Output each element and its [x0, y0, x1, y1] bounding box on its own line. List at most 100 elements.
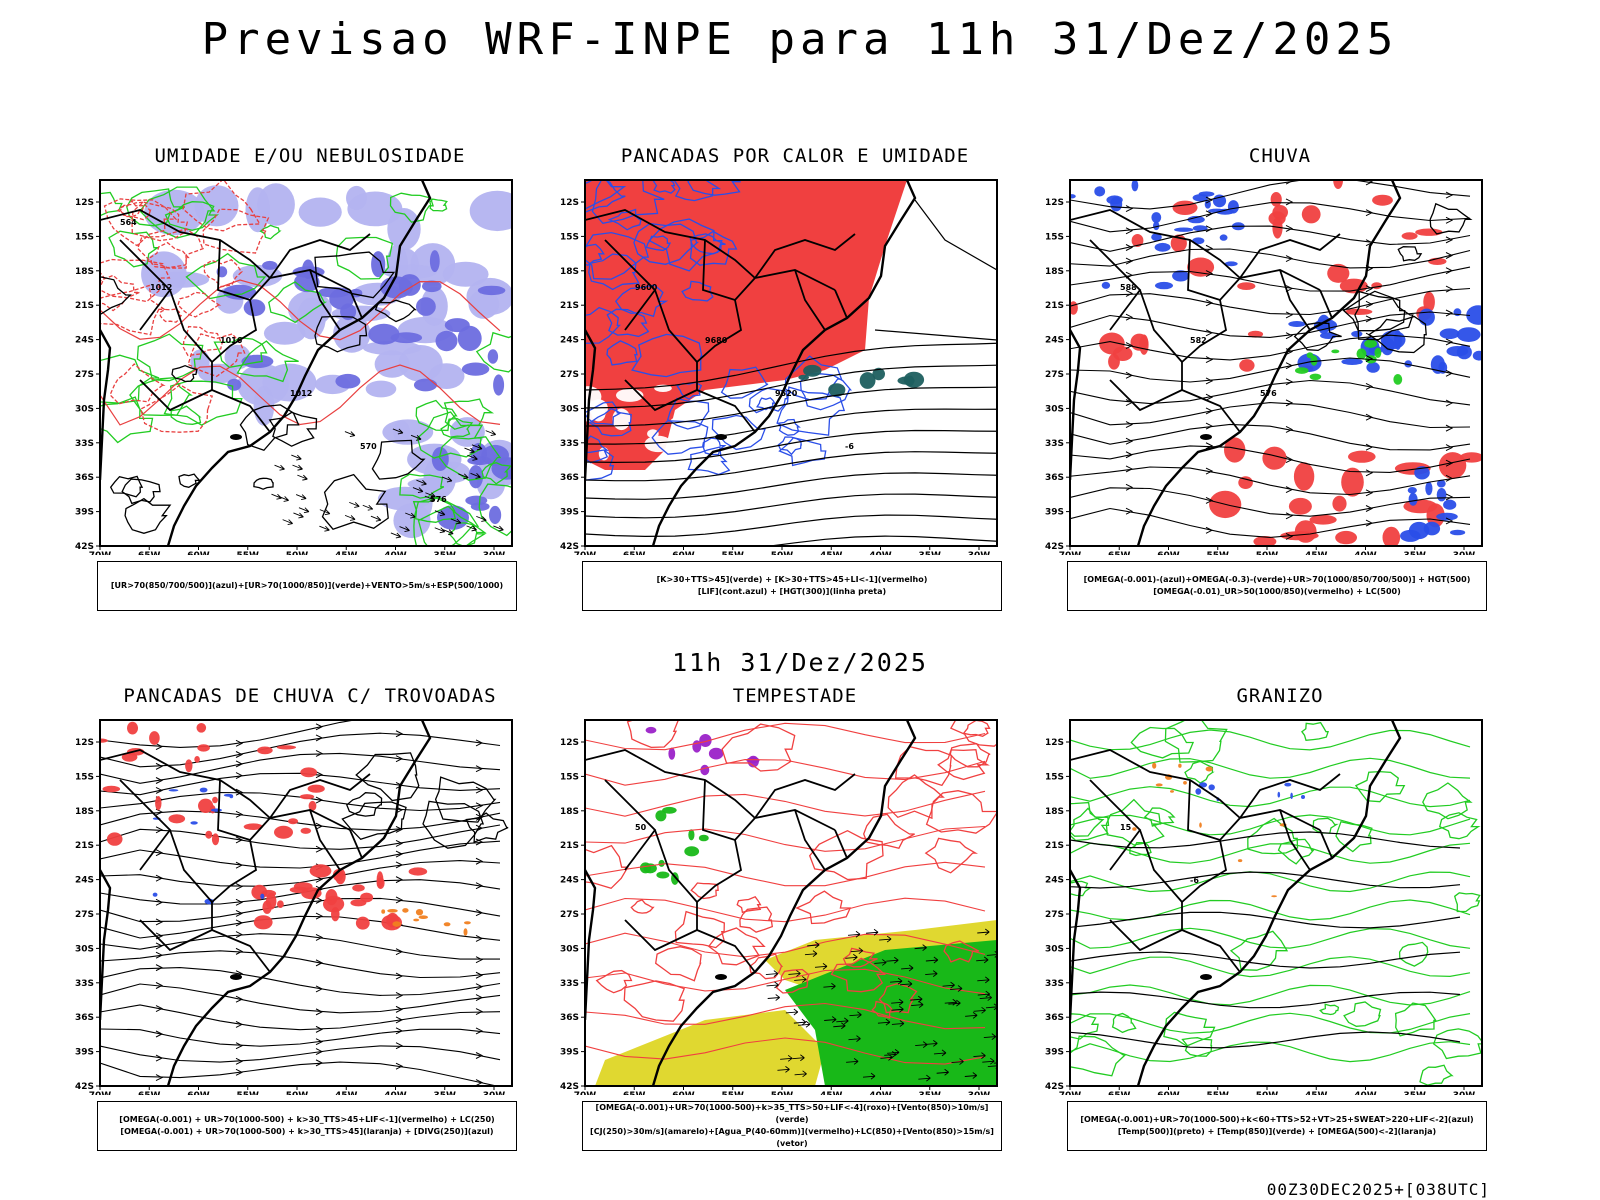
longitude-label: 55W [1207, 551, 1230, 555]
latitude-label: 27S [560, 910, 579, 920]
latitude-label: 33S [75, 439, 94, 449]
longitude-label: 70W [1059, 551, 1082, 555]
longitude-label: 40W [1354, 1091, 1377, 1095]
longitude-label: 60W [187, 1091, 210, 1095]
contour-label: 15 [1120, 823, 1132, 832]
latitude-label: 12S [75, 738, 94, 748]
longitude-label: 40W [384, 1091, 407, 1095]
contour-label: 570 [360, 442, 377, 451]
latitude-label: 36S [560, 473, 579, 483]
contour-label: 1012 [290, 389, 312, 398]
longitude-label: 50W [1256, 1091, 1279, 1095]
weather-map: 9600 9680 9520 -6 12S 15S 18S 21S 24S 27S 30S 33S 36… [560, 179, 998, 555]
longitude-label: 50W [771, 1091, 794, 1095]
latitude-label: 36S [75, 1013, 94, 1023]
longitude-label: 45W [820, 1091, 843, 1095]
latitude-label: 27S [75, 370, 94, 380]
weather-map: 50 12S 15S 18S 21S 24S 27S 30S 33S 36S 39S 42S70W 65… [560, 719, 998, 1095]
latitude-label: 30S [75, 944, 94, 954]
latitude-label: 30S [1045, 944, 1064, 954]
longitude-label: 55W [237, 1091, 260, 1095]
latitude-label: 18S [75, 807, 94, 817]
legend-line: [OMEGA(-0.001)+UR>70(1000-500)+k<60+TTS>… [1080, 1115, 1474, 1124]
latitude-label: 42S [1045, 1082, 1064, 1092]
contour-label: 582 [1190, 336, 1207, 345]
latitude-label: 33S [1045, 439, 1064, 449]
longitude-label: 40W [869, 551, 892, 555]
longitude-label: 35W [1404, 551, 1427, 555]
latitude-label: 12S [1045, 198, 1064, 208]
longitude-label: 65W [623, 551, 646, 555]
latitude-label: 21S [560, 301, 579, 311]
longitude-label: 35W [1404, 1091, 1427, 1095]
contour-label: 1016 [220, 336, 243, 345]
longitude-label: 55W [722, 1091, 745, 1095]
panel-legend: [OMEGA(-0.001)+UR>70(1000-500)+k<60+TTS>… [1067, 1101, 1487, 1151]
latitude-label: 42S [1045, 542, 1064, 552]
panel-legend: [UR>70(850/700/500)](azul)+[UR>70(1000/8… [97, 561, 517, 611]
latitude-label: 36S [1045, 473, 1064, 483]
map-panel: GRANIZO 15 -6 12S 15S 18S 21S 24S 27S 30S 33S 36S 39… [1045, 685, 1515, 1165]
longitude-label: 65W [1108, 1091, 1131, 1095]
latitude-label: 21S [75, 301, 94, 311]
panel-title: PANCADAS POR CALOR E UMIDADE [620, 145, 970, 167]
longitude-label: 65W [1108, 551, 1131, 555]
longitude-label: 35W [434, 1091, 457, 1095]
latitude-label: 33S [560, 439, 579, 449]
latitude-label: 36S [75, 473, 94, 483]
latitude-label: 15S [75, 772, 94, 782]
latitude-label: 30S [560, 404, 579, 414]
panel-title: UMIDADE E/OU NEBULOSIDADE [154, 145, 466, 167]
latitude-label: 27S [1045, 370, 1064, 380]
longitude-label: 30W [968, 1091, 991, 1095]
run-timestamp: 00Z30DEC2025+[038UTC] [1266, 1180, 1490, 1199]
longitude-label: 50W [286, 551, 309, 555]
latitude-label: 33S [1045, 979, 1064, 989]
longitude-label: 30W [483, 1091, 506, 1095]
latitude-label: 21S [75, 841, 94, 851]
legend-line: [OMEGA(-0.01)_UR>50(1000/850)(vermelho) … [1153, 587, 1401, 596]
longitude-label: 55W [237, 551, 260, 555]
longitude-label: 30W [483, 551, 506, 555]
latitude-label: 33S [75, 979, 94, 989]
longitude-label: 40W [1354, 551, 1377, 555]
main-title: Previsao WRF-INPE para 11h 31/Dez/2025 [201, 14, 1399, 65]
panel-title: CHUVA [1248, 145, 1312, 167]
longitude-label: 35W [434, 551, 457, 555]
longitude-label: 65W [623, 1091, 646, 1095]
panel-title: PANCADAS DE CHUVA C/ TROVOADAS [123, 685, 497, 707]
longitude-label: 50W [771, 551, 794, 555]
panel-legend: [K>30+TTS>45](verde) + [K>30+TTS>45+LI<-… [582, 561, 1002, 611]
legend-line: [OMEGA(-0.001)+UR>70(1000-500)+k>35_TTS>… [595, 1103, 989, 1124]
longitude-label: 60W [1157, 1091, 1180, 1095]
map-panel: CHUVA 588 582 576 12S 15S 18S 21S 24S 27S 30S 33S 36… [1045, 145, 1515, 625]
latitude-label: 12S [560, 738, 579, 748]
longitude-label: 50W [1256, 551, 1279, 555]
latitude-label: 24S [560, 876, 579, 886]
longitude-label: 50W [286, 1091, 309, 1095]
longitude-label: 60W [187, 551, 210, 555]
longitude-label: 70W [574, 1091, 597, 1095]
latitude-label: 24S [560, 336, 579, 346]
latitude-label: 18S [1045, 267, 1064, 277]
legend-line: [K>30+TTS>45](verde) + [K>30+TTS>45+LI<-… [656, 575, 928, 584]
latitude-label: 18S [560, 267, 579, 277]
latitude-label: 36S [1045, 1013, 1064, 1023]
latitude-label: 18S [1045, 807, 1064, 817]
latitude-label: 39S [560, 508, 579, 518]
latitude-label: 39S [560, 1048, 579, 1058]
weather-map: 1012 1016 1012 570 576 564 12S 15S 18S 21S 24S 27S 3… [75, 179, 513, 555]
longitude-label: 45W [820, 551, 843, 555]
latitude-label: 42S [75, 1082, 94, 1092]
latitude-label: 39S [75, 508, 94, 518]
contour-label: 9680 [705, 336, 728, 345]
longitude-label: 60W [672, 1091, 695, 1095]
contour-label: 50 [635, 823, 647, 832]
latitude-label: 42S [560, 542, 579, 552]
latitude-label: 12S [560, 198, 579, 208]
forecast-time-label: 11h 31/Dez/2025 [672, 648, 928, 677]
legend-line: [OMEGA(-0.001)-(azul)+OMEGA(-0.3)-(verde… [1083, 575, 1471, 584]
longitude-label: 45W [335, 551, 358, 555]
latitude-label: 42S [560, 1082, 579, 1092]
longitude-label: 70W [89, 551, 112, 555]
